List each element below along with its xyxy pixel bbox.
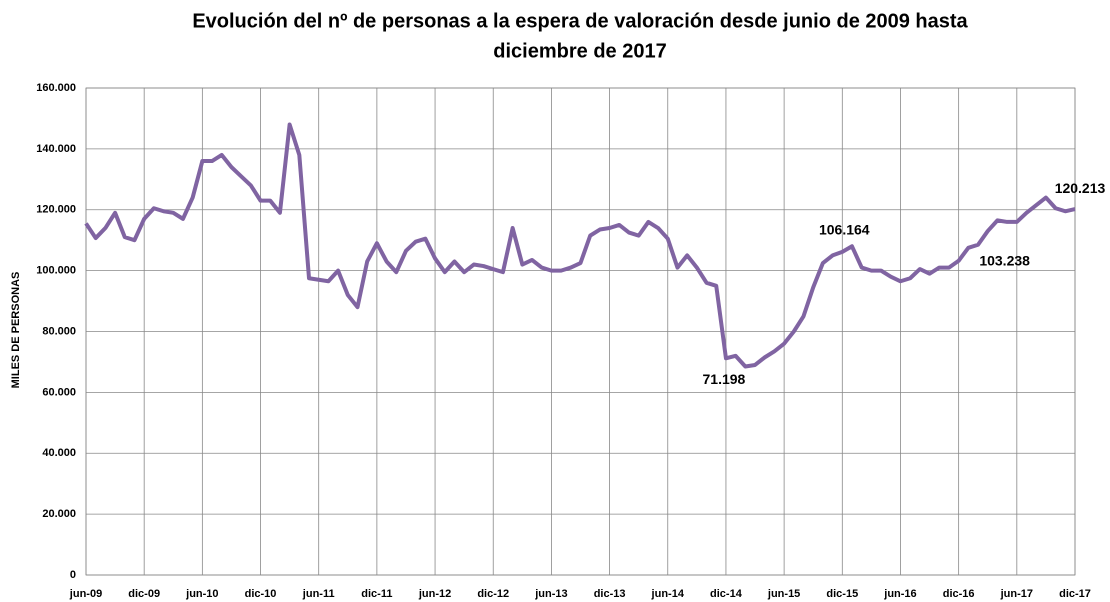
x-tick-label: jun-12 xyxy=(418,588,451,600)
data-label: 71.198 xyxy=(703,371,746,387)
y-tick-label: 40.000 xyxy=(42,447,76,459)
x-tick-label: dic-11 xyxy=(361,588,392,600)
y-tick-label: 120.000 xyxy=(36,204,76,216)
chart-title: Evolución del nº de personas a la espera… xyxy=(192,10,968,32)
x-tick-label: jun-13 xyxy=(534,588,567,600)
x-tick-label: dic-12 xyxy=(477,588,509,600)
x-tick-label: dic-10 xyxy=(245,588,277,600)
y-tick-label: 80.000 xyxy=(42,325,76,337)
x-tick-label: jun-10 xyxy=(185,588,218,600)
x-tick-label: jun-14 xyxy=(651,588,685,600)
x-tick-label: jun-16 xyxy=(883,588,916,600)
x-tick-label: dic-09 xyxy=(128,588,160,600)
x-tick-label: jun-15 xyxy=(767,588,800,600)
x-tick-label: jun-11 xyxy=(302,588,335,600)
x-tick-label: jun-17 xyxy=(1000,588,1033,600)
y-tick-label: 160.000 xyxy=(36,82,76,94)
x-tick-label: jun-09 xyxy=(69,588,102,600)
plot-border xyxy=(85,87,1076,576)
x-tick-label: dic-14 xyxy=(710,588,743,600)
data-label: 106.164 xyxy=(819,222,870,238)
line-series xyxy=(84,122,1076,369)
chart-title: diciembre de 2017 xyxy=(493,40,666,62)
y-tick-label: 0 xyxy=(70,569,76,581)
y-tick-label: 140.000 xyxy=(36,143,76,155)
data-label: 103.238 xyxy=(979,252,1030,268)
data-label: 120.213 xyxy=(1055,180,1106,196)
x-tick-label: dic-17 xyxy=(1059,588,1091,600)
x-tick-label: dic-13 xyxy=(594,588,626,600)
y-tick-label: 60.000 xyxy=(42,386,76,398)
x-tick-label: dic-15 xyxy=(826,588,858,600)
y-tick-label: 20.000 xyxy=(42,508,76,520)
y-tick-label: 100.000 xyxy=(36,265,76,277)
y-axis-label: MILES DE PERSONAS xyxy=(10,272,22,389)
x-tick-label: dic-16 xyxy=(943,588,975,600)
